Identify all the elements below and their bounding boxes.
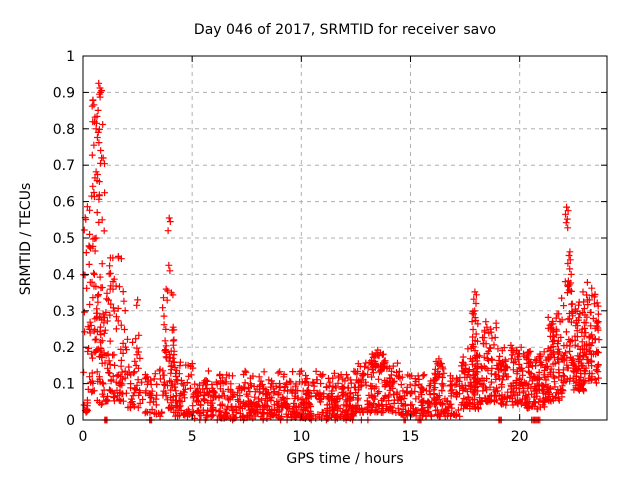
- y-tick-label: 0.8: [53, 122, 75, 138]
- x-tick-labels: 0 5 10 15 20: [79, 429, 529, 445]
- y-tick-label: 0.2: [53, 340, 75, 356]
- x-tick-label: 0: [79, 429, 88, 445]
- y-tick-label: 0.5: [53, 231, 75, 247]
- x-tick-label: 20: [511, 429, 529, 445]
- y-tick-label: 0.9: [53, 85, 75, 101]
- y-tick-label: 0.1: [53, 377, 75, 393]
- y-tick-label: 0.6: [53, 195, 75, 211]
- data-points-layer: [80, 79, 603, 424]
- y-axis-title: SRMTID / TECUs: [18, 182, 34, 296]
- y-tick-label: 0.7: [53, 158, 75, 174]
- x-tick-label: 15: [402, 429, 420, 445]
- x-axis-title: GPS time / hours: [286, 451, 404, 467]
- x-tick-label: 5: [188, 429, 197, 445]
- y-tick-label: 0.4: [53, 267, 75, 283]
- y-tick-labels: 0 0.1 0.2 0.3 0.4 0.5 0.6 0.7 0.8 0.9 1: [53, 49, 75, 429]
- data-points-series: [80, 79, 603, 424]
- chart-title: Day 046 of 2017, SRMTID for receiver sav…: [193, 22, 497, 38]
- y-tick-label: 0.3: [53, 304, 75, 320]
- y-tick-label: 1: [66, 49, 75, 65]
- x-tick-label: 10: [292, 429, 310, 445]
- axis-ticks: [82, 55, 607, 421]
- y-tick-label: 0: [66, 413, 75, 429]
